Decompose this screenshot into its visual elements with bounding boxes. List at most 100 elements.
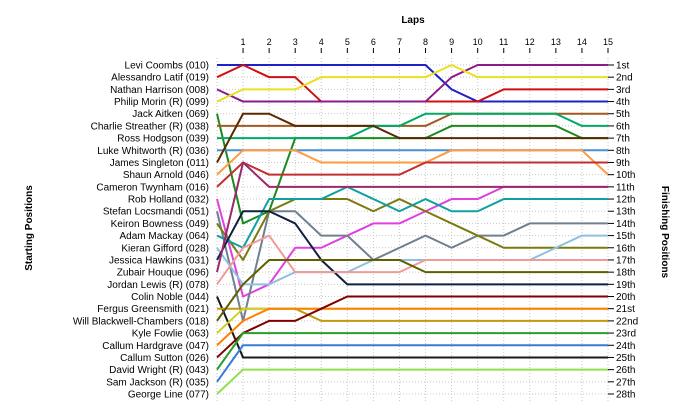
driver-line — [216, 210, 608, 322]
starting-position-label: Callum Hardgrave (047) — [102, 341, 209, 352]
driver-line — [216, 64, 608, 103]
driver-line — [216, 234, 608, 286]
finishing-position-label: 10th — [616, 170, 635, 181]
starting-position-label: Luke Whitworth (R) (036) — [97, 146, 209, 157]
finishing-position-label: 19th — [616, 280, 635, 291]
finishing-position-label: 9th — [616, 158, 630, 169]
starting-position-label: Shaun Arnold (046) — [123, 170, 209, 181]
finishing-position-label: 17th — [616, 255, 635, 266]
finishing-position-label: 21st — [616, 304, 635, 315]
finishing-position-label: 16th — [616, 243, 635, 254]
right-axis-title: Finishing Positions — [659, 186, 670, 279]
starting-position-label: Jessica Hawkins (031) — [109, 255, 209, 266]
driver-line — [216, 295, 608, 359]
lap-tick-label: 3 — [293, 37, 298, 47]
starting-position-label: Fergus Greensmith (021) — [97, 304, 209, 315]
finishing-position-label: 3rd — [616, 85, 630, 96]
starting-position-label: Sam Jackson (R) (035) — [106, 377, 209, 388]
starting-position-label: James Singleton (011) — [110, 158, 209, 169]
driver-line — [216, 344, 608, 383]
lap-tick-label: 1 — [241, 37, 246, 47]
starting-position-label: Nathan Harrison (008) — [110, 85, 209, 96]
starting-position-label: Philip Morin (R) (099) — [114, 97, 209, 108]
finishing-position-label: 14th — [616, 219, 635, 230]
finishing-position-label: 28th — [616, 390, 635, 401]
starting-position-label: Zubair Houque (096) — [117, 268, 209, 279]
lap-tick-label: 9 — [449, 37, 454, 47]
driver-line — [217, 307, 608, 322]
lap-tick-label: 10 — [473, 37, 483, 47]
driver-line — [216, 64, 608, 103]
driver-line — [217, 64, 608, 103]
starting-position-labels: Levi Coombs (010)Alessandro Latif (019)N… — [73, 61, 209, 401]
lap-tick-label: 13 — [551, 37, 561, 47]
lap-tick-label: 2 — [267, 37, 272, 47]
starting-position-label: David Wright (R) (043) — [109, 365, 209, 376]
starting-position-label: Jordan Lewis (R) (078) — [107, 280, 209, 291]
driver-lines — [216, 64, 609, 395]
lap-tick-label: 8 — [423, 37, 428, 47]
driver-line — [216, 64, 608, 103]
finishing-position-labels: 1st2nd3rd4th5th6th7th8th9th10th11th12th1… — [608, 61, 638, 401]
finishing-position-label: 24th — [616, 341, 635, 352]
starting-position-label: Rob Holland (032) — [128, 195, 209, 206]
lap-tick-label: 14 — [577, 37, 587, 47]
finishing-position-label: 27th — [616, 377, 635, 388]
driver-line — [216, 332, 608, 371]
driver-line — [216, 258, 608, 322]
finishing-position-label: 7th — [616, 134, 630, 145]
starting-position-label: Will Blackwell-Chambers (018) — [73, 316, 209, 327]
finishing-position-label: 11th — [616, 182, 635, 193]
starting-position-label: Jack Aitken (069) — [132, 109, 209, 120]
left-axis-title: Starting Positions — [24, 185, 35, 271]
lap-tick-label: 11 — [499, 37, 508, 47]
finishing-position-label: 26th — [616, 365, 635, 376]
driver-line — [216, 368, 608, 395]
finishing-position-label: 12th — [616, 195, 635, 206]
finishing-position-label: 25th — [616, 353, 635, 364]
driver-line — [216, 185, 608, 249]
starting-position-label: Keiron Bowness (049) — [111, 219, 209, 230]
starting-position-label: Cameron Twynham (016) — [96, 182, 209, 193]
finishing-position-label: 5th — [616, 109, 630, 120]
finishing-position-label: 13th — [616, 207, 635, 218]
finishing-position-label: 20th — [616, 292, 635, 303]
grid-lines — [216, 58, 609, 401]
lap-tick-label: 5 — [345, 37, 350, 47]
x-axis-title: Laps — [401, 15, 425, 26]
lap-tick-label: 4 — [319, 37, 324, 47]
driver-line — [217, 112, 608, 140]
finishing-position-label: 23rd — [616, 329, 636, 340]
driver-line — [216, 210, 608, 286]
starting-position-label: Callum Sutton (026) — [120, 353, 209, 364]
starting-position-label: Charlie Streather (R) (038) — [91, 121, 209, 132]
finishing-position-label: 8th — [616, 146, 630, 157]
lap-tick-label: 7 — [397, 37, 402, 47]
starting-position-label: Stefan Locsmandi (051) — [103, 207, 209, 218]
finishing-position-label: 22nd — [616, 316, 638, 327]
finishing-position-label: 4th — [616, 97, 630, 108]
starting-position-label: Ross Hodgson (039) — [117, 134, 209, 145]
starting-position-label: Kieran Gifford (028) — [121, 243, 209, 254]
starting-position-label: George Line (077) — [128, 390, 209, 401]
driver-line — [216, 112, 608, 163]
starting-position-label: Adam Mackay (064) — [120, 231, 209, 242]
lap-tick-label: 15 — [603, 37, 613, 47]
finishing-position-label: 1st — [616, 61, 630, 72]
finishing-position-label: 15th — [616, 231, 635, 242]
driver-line — [216, 149, 609, 176]
finishing-position-label: 18th — [616, 268, 635, 279]
starting-position-label: Levi Coombs (010) — [125, 61, 209, 72]
lap-tick-label: 6 — [371, 37, 376, 47]
finishing-position-label: 2nd — [616, 73, 633, 84]
starting-position-label: Colin Noble (044) — [131, 292, 209, 303]
starting-position-label: Alessandro Latif (019) — [111, 73, 209, 84]
driver-line — [216, 161, 608, 273]
driver-line — [216, 307, 608, 346]
starting-position-label: Kyle Fowlie (063) — [132, 329, 209, 340]
driver-line — [216, 161, 608, 188]
finishing-position-label: 6th — [616, 121, 630, 132]
lap-tick-label: 12 — [525, 37, 535, 47]
lap-ticks: 1 2 3 4 5 6 7 8 9 10 11 12 13 14 15 — [241, 37, 613, 53]
